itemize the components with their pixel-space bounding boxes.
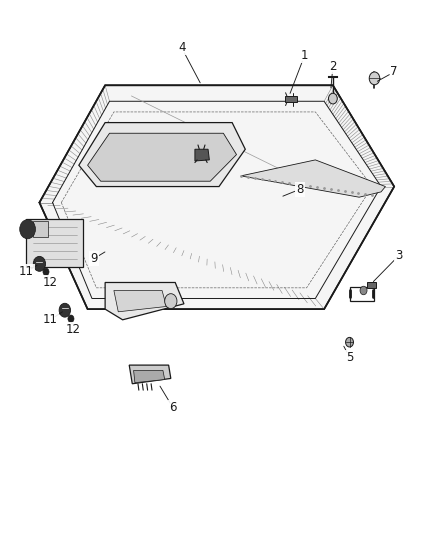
Text: 11: 11 — [43, 313, 58, 326]
Polygon shape — [33, 221, 48, 237]
Polygon shape — [105, 282, 184, 320]
Circle shape — [328, 93, 337, 104]
Text: 12: 12 — [43, 276, 58, 289]
Circle shape — [33, 256, 46, 271]
Text: 8: 8 — [297, 183, 304, 196]
Polygon shape — [79, 123, 245, 187]
Text: 3: 3 — [395, 249, 402, 262]
Circle shape — [59, 303, 71, 317]
Circle shape — [68, 315, 74, 322]
Text: 9: 9 — [90, 252, 98, 265]
Text: 2: 2 — [329, 60, 337, 73]
Text: 11: 11 — [19, 265, 34, 278]
Circle shape — [165, 294, 177, 309]
Circle shape — [20, 220, 35, 239]
Circle shape — [43, 268, 49, 276]
Polygon shape — [114, 290, 166, 312]
Circle shape — [346, 337, 353, 347]
Polygon shape — [195, 149, 209, 161]
Text: 7: 7 — [390, 66, 398, 78]
Polygon shape — [285, 96, 297, 102]
Circle shape — [360, 286, 367, 295]
Text: 12: 12 — [66, 323, 81, 336]
Text: 4: 4 — [178, 42, 186, 54]
Text: 6: 6 — [169, 401, 177, 414]
Polygon shape — [26, 219, 83, 266]
Circle shape — [369, 72, 380, 85]
Text: 1: 1 — [300, 50, 308, 62]
Text: 5: 5 — [346, 351, 353, 364]
Polygon shape — [88, 133, 237, 181]
Polygon shape — [129, 365, 171, 384]
Polygon shape — [134, 370, 165, 383]
Polygon shape — [241, 160, 385, 197]
Polygon shape — [39, 85, 394, 309]
Polygon shape — [367, 282, 376, 288]
